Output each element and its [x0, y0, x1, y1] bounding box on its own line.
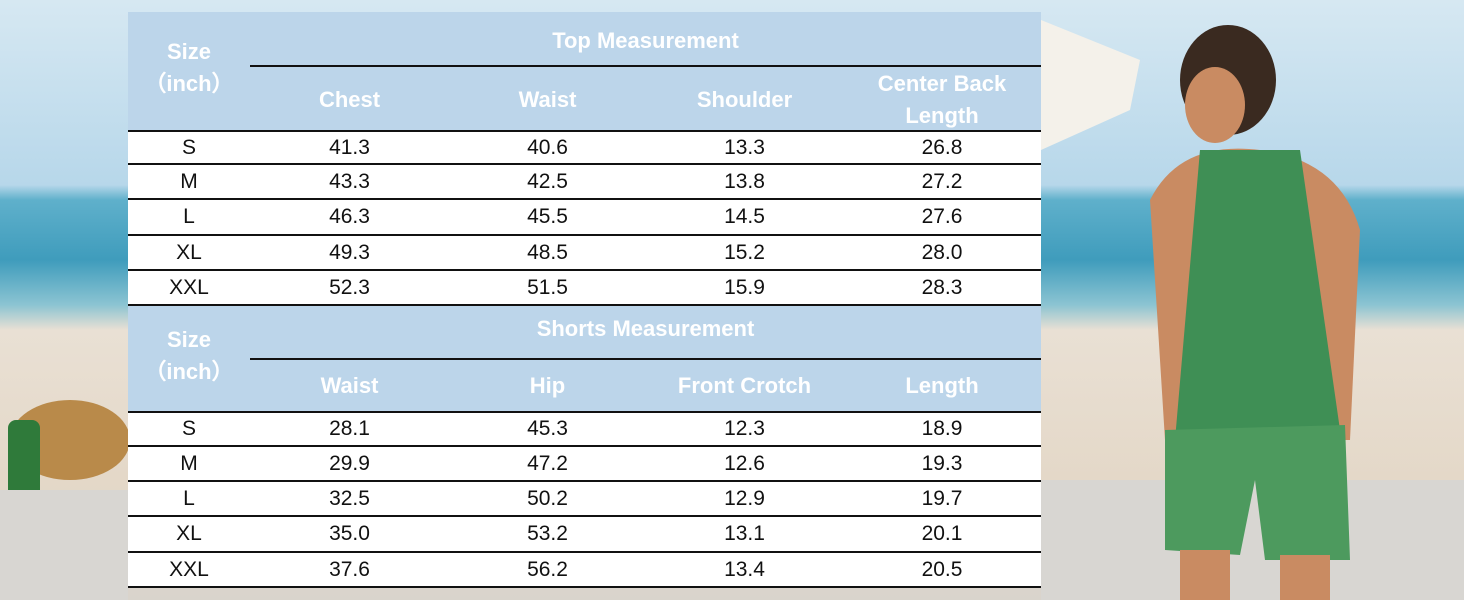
header-rule	[250, 358, 1041, 360]
column-header: Front Crotch	[677, 373, 812, 398]
table-cell: 27.2	[921, 169, 963, 193]
table-cell: 18.9	[921, 417, 963, 440]
table-cell: 13.4	[724, 557, 765, 581]
table-cell: 37.6	[329, 557, 370, 581]
size-label-line: （inch）	[144, 71, 234, 96]
table-cell: M	[180, 451, 198, 475]
table-cell: L	[183, 205, 195, 228]
table-cell: 52.3	[329, 275, 370, 299]
table-cell: S	[181, 417, 196, 440]
size-chart: Size （inch） Top Measurement Chest Waist Shoul…	[128, 12, 1041, 588]
table-cell: 20.5	[921, 557, 963, 581]
table-cell: 49.3	[329, 240, 370, 264]
table-cell: M	[180, 169, 198, 193]
group-title: Shorts Measurement	[536, 316, 755, 341]
table-cell: 43.3	[329, 169, 370, 193]
table-row: M 43.3 42.5 13.8 27.2	[128, 165, 1041, 200]
table-row: M 29.9 47.2 12.6 19.3	[128, 447, 1041, 482]
size-label-line: Size	[166, 326, 212, 352]
table-cell: XL	[176, 240, 202, 264]
table-row: XL 35.0 53.2 13.1 20.1	[128, 517, 1041, 553]
table-cell: 15.2	[724, 240, 765, 264]
leg	[1280, 555, 1330, 600]
table-cell: 20.1	[921, 522, 963, 545]
table-cell: 13.3	[724, 135, 765, 159]
table-cell: 13.1	[724, 522, 765, 545]
table-cell: 48.5	[527, 240, 568, 264]
table-cell: 12.9	[724, 486, 765, 510]
group-title: Top Measurement	[552, 28, 739, 53]
table-cell: XXL	[169, 557, 209, 581]
table-cell: XL	[176, 522, 202, 545]
table-cell: 56.2	[527, 557, 568, 581]
column-header: Length	[905, 373, 979, 398]
table-cell: 28.1	[329, 417, 370, 440]
table-cell: 29.9	[329, 451, 370, 475]
tablecloth	[1041, 480, 1464, 600]
table-row: XL 49.3 48.5 15.2 28.0	[128, 236, 1041, 271]
bottle	[8, 420, 40, 500]
header-rule	[250, 65, 1041, 67]
umbrella	[1041, 20, 1140, 150]
table-cell: 28.0	[921, 240, 963, 264]
size-label: Size （inch）	[128, 33, 250, 103]
table-cell: 45.5	[527, 205, 568, 228]
table-cell: 53.2	[527, 522, 568, 545]
table-cell: 41.3	[329, 135, 370, 159]
table-cell: S	[181, 135, 196, 159]
table-row: S 41.3 40.6 13.3 26.8	[128, 130, 1041, 165]
table-cell: 19.3	[921, 451, 963, 475]
table-cell: 50.2	[527, 486, 568, 510]
table-cell: 19.7	[921, 486, 963, 510]
table-header: Size （inch） Shorts Measurement Waist Hip Fron…	[128, 306, 1041, 411]
table-cell: 45.3	[527, 417, 568, 440]
table-cell: 28.3	[921, 275, 963, 299]
face	[1185, 67, 1245, 143]
column-header: Waist	[518, 87, 577, 112]
column-header: Center Back Length	[877, 71, 1007, 128]
table-cell: 26.8	[921, 135, 963, 159]
table-row: S 28.1 45.3 12.3 18.9	[128, 411, 1041, 447]
table-cell: L	[183, 486, 195, 510]
size-label-line: （inch）	[144, 358, 234, 384]
leg	[1180, 550, 1230, 600]
size-label-line: Size	[166, 39, 212, 64]
tank-top	[1175, 150, 1340, 440]
shorts	[1165, 425, 1350, 560]
table-row: XXL 37.6 56.2 13.4 20.5	[128, 553, 1041, 588]
table-cell: 14.5	[724, 205, 765, 228]
size-label: Size （inch）	[128, 321, 250, 391]
table-header: Size （inch） Top Measurement Chest Waist Shoul…	[128, 12, 1041, 130]
table-cell: 15.9	[724, 275, 765, 299]
column-header: Chest	[318, 87, 381, 112]
table-cell: XXL	[169, 275, 209, 299]
table-cell: 13.8	[724, 169, 765, 193]
table-cell: 47.2	[527, 451, 568, 475]
tablecloth	[0, 490, 128, 600]
table-cell: 51.5	[527, 275, 568, 299]
table-row: L 46.3 45.5 14.5 27.6	[128, 200, 1041, 236]
table-cell: 35.0	[329, 522, 370, 545]
table-cell: 40.6	[527, 135, 568, 159]
table-cell: 12.3	[724, 417, 765, 440]
table-cell: 32.5	[329, 486, 370, 510]
table-cell: 46.3	[329, 205, 370, 228]
column-header: Hip	[529, 373, 566, 398]
column-header: Waist	[320, 373, 379, 398]
table-row: L 32.5 50.2 12.9 19.7	[128, 482, 1041, 517]
table-cell: 12.6	[724, 451, 765, 475]
table-row: XXL 52.3 51.5 15.9 28.3	[128, 271, 1041, 306]
column-header: Shoulder	[696, 87, 793, 112]
table-cell: 27.6	[921, 205, 963, 228]
table-cell: 42.5	[527, 169, 568, 193]
